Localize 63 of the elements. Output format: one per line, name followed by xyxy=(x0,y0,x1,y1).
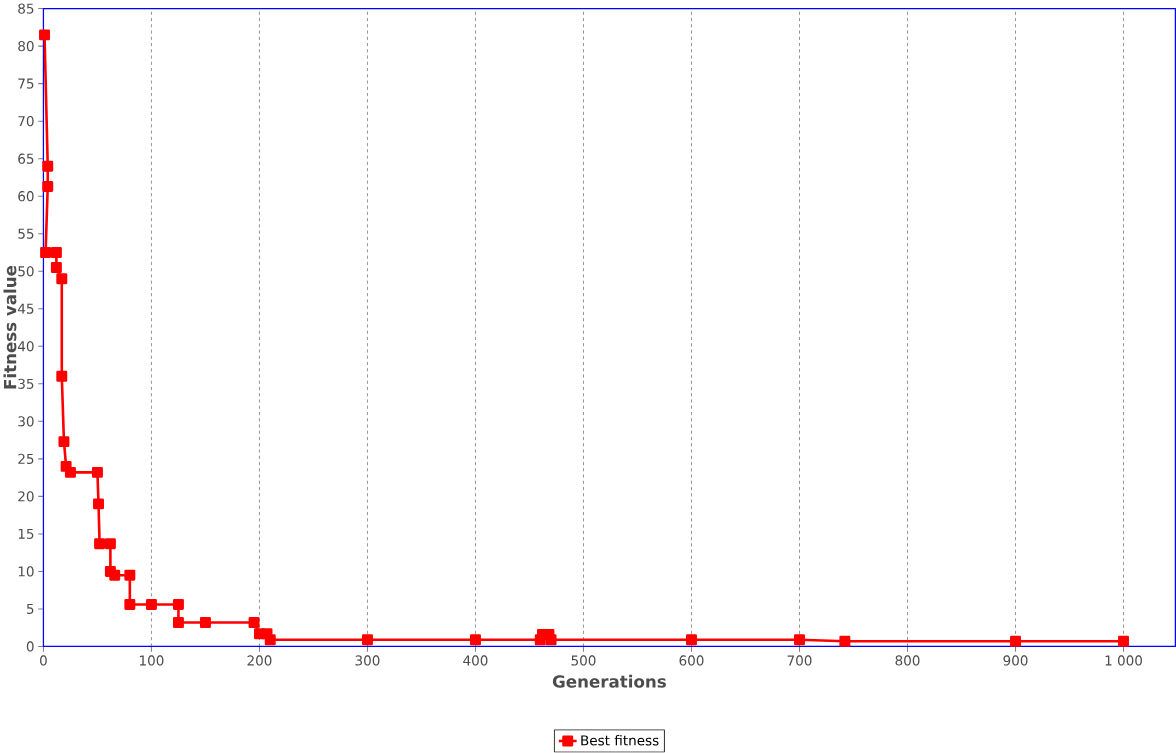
y-tick-label: 50 xyxy=(18,266,34,277)
point xyxy=(686,634,697,646)
x-tick-label: 500 xyxy=(571,655,596,666)
point xyxy=(248,617,260,629)
point xyxy=(104,538,116,550)
y-tick-label: 10 xyxy=(18,566,34,577)
point xyxy=(794,634,805,646)
point xyxy=(124,599,136,611)
point xyxy=(58,436,70,448)
point xyxy=(50,262,62,274)
x-tick-label: 100 xyxy=(140,655,164,666)
point xyxy=(839,635,851,647)
point xyxy=(199,617,211,629)
y-axis-title: Fitness value xyxy=(3,266,17,389)
y-tick-label: 85 xyxy=(18,3,34,14)
point xyxy=(91,467,103,479)
point xyxy=(145,599,157,611)
point xyxy=(56,371,68,383)
point xyxy=(94,538,106,550)
x-tick-label: 600 xyxy=(679,655,704,666)
point xyxy=(172,599,184,611)
point xyxy=(40,247,52,259)
y-tick-label: 70 xyxy=(18,116,34,127)
point xyxy=(39,29,50,41)
point xyxy=(264,634,276,646)
point xyxy=(42,181,54,193)
x-tick-label: 800 xyxy=(895,655,920,666)
y-tick-label: 5 xyxy=(26,604,34,615)
point xyxy=(545,634,557,646)
x-tick-label: 700 xyxy=(787,655,812,666)
point xyxy=(124,569,136,581)
x-tick-label: 0 xyxy=(40,655,47,666)
y-tick-label: 15 xyxy=(18,529,34,540)
y-tick-label: 80 xyxy=(18,41,34,52)
y-tick-label: 55 xyxy=(18,228,34,239)
point xyxy=(56,273,68,285)
y-tick-label: 30 xyxy=(18,416,34,427)
y-tick-label: 25 xyxy=(18,453,34,465)
point xyxy=(50,247,62,259)
y-tick-label: 45 xyxy=(17,303,34,315)
point xyxy=(469,634,481,646)
x-axis-title: Generations xyxy=(552,675,666,688)
point xyxy=(64,467,76,479)
point xyxy=(361,634,373,646)
x-tick-label: 300 xyxy=(355,655,380,666)
point xyxy=(93,498,104,510)
x-tick-label: 400 xyxy=(463,655,488,666)
y-tick-label: 35 xyxy=(18,378,34,390)
point xyxy=(1010,635,1021,647)
point xyxy=(109,569,121,581)
x-tick-label: 1 000 xyxy=(1105,655,1142,666)
y-tick-label: 20 xyxy=(18,491,34,502)
y-tick-label: 75 xyxy=(18,78,34,89)
x-tick-label: 200 xyxy=(247,655,272,666)
legend-label: Best fitness xyxy=(581,735,659,746)
point xyxy=(172,617,184,629)
y-tick-label: 40 xyxy=(17,341,34,352)
y-tick-label: 0 xyxy=(26,641,34,652)
point xyxy=(42,160,54,172)
y-tick-label: 65 xyxy=(18,153,34,165)
y-tick-label: 60 xyxy=(18,191,34,202)
point xyxy=(1118,635,1130,647)
x-tick-label: 900 xyxy=(1003,655,1028,666)
